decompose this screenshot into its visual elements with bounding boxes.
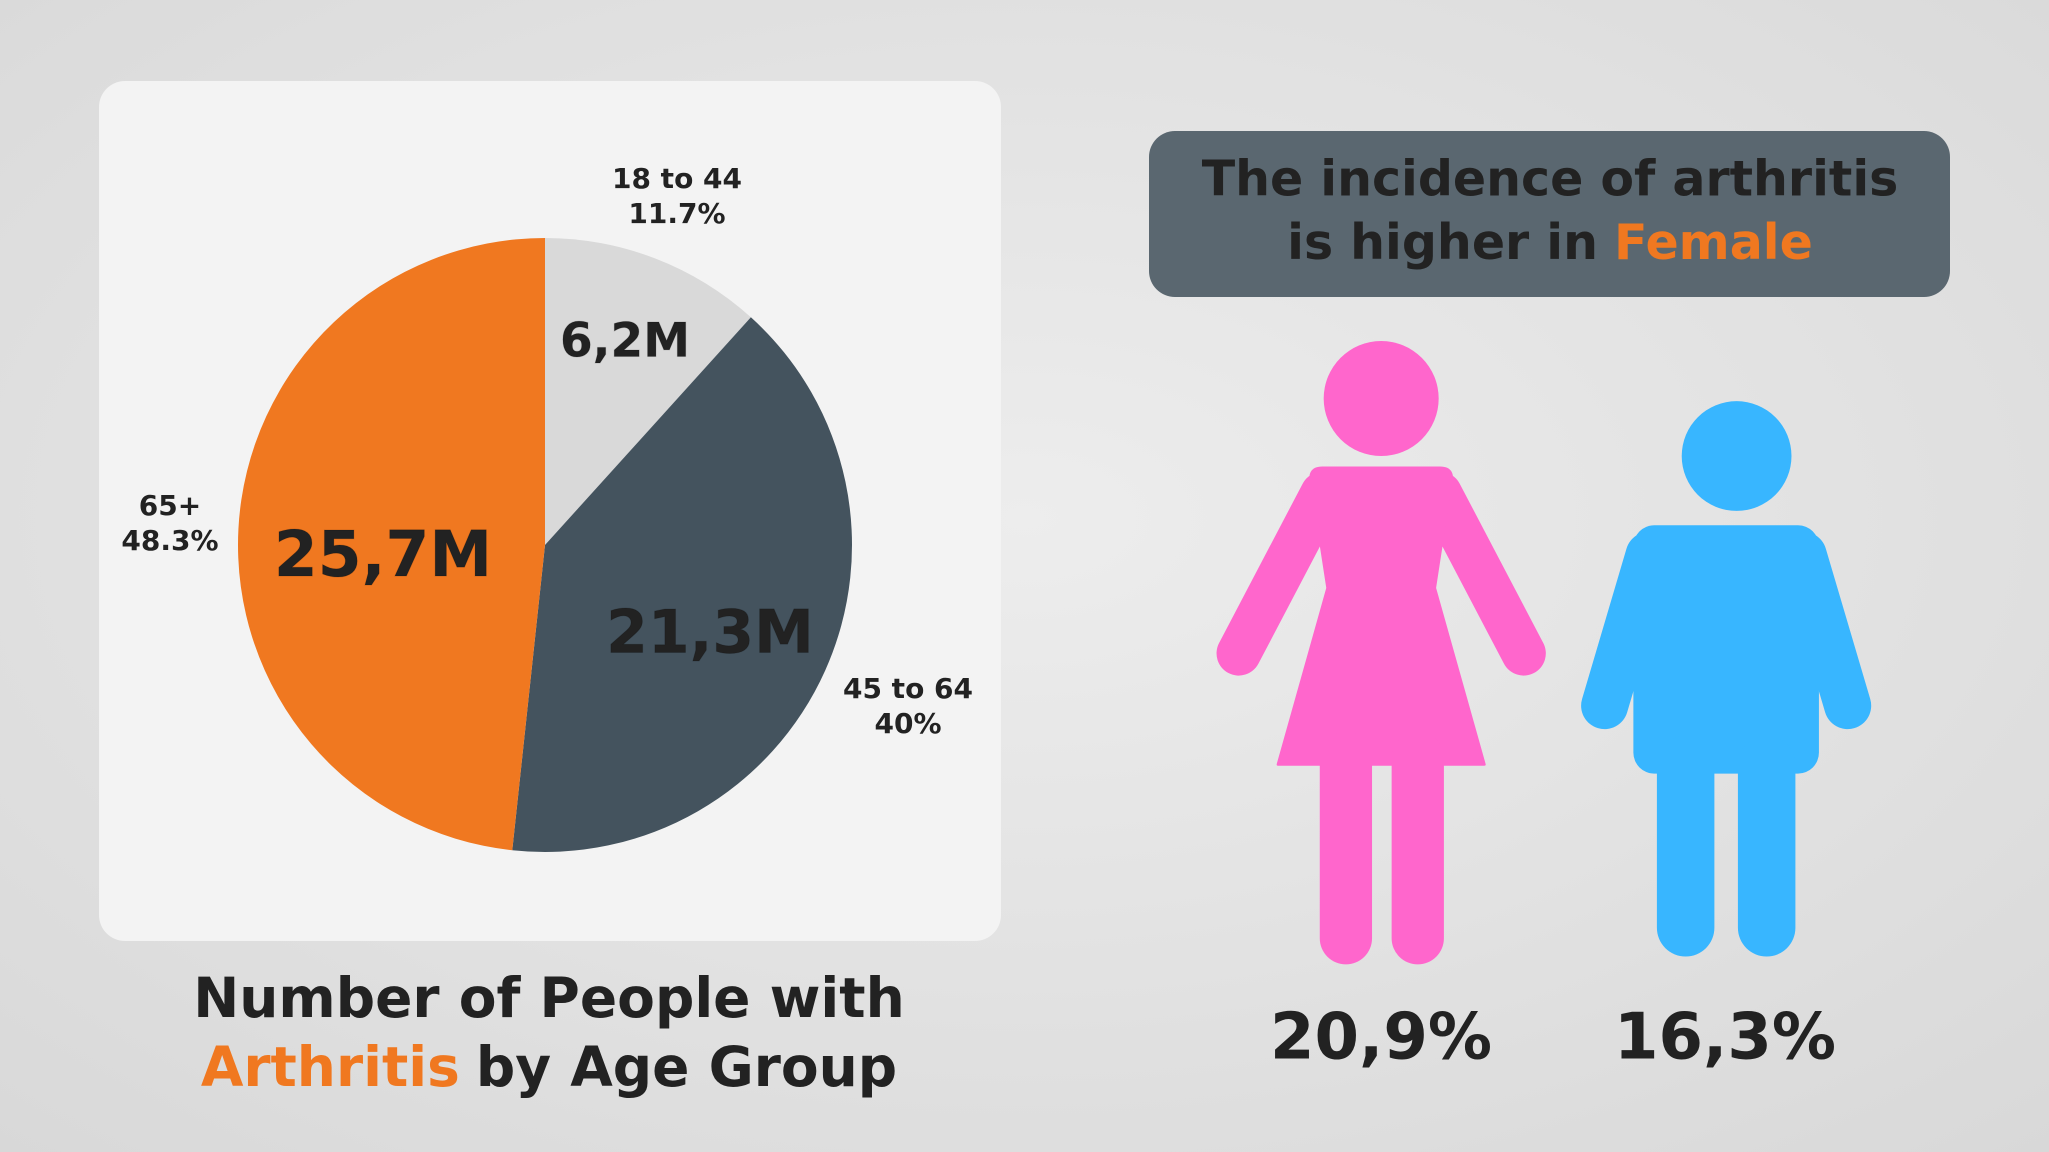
callout-text: is higher in Female — [1287, 214, 1813, 271]
percent-value: 16,3% — [1614, 1001, 1836, 1075]
percent-label: 11.7% — [628, 197, 725, 230]
category-label: 18 to 44 — [612, 162, 742, 195]
head — [1323, 341, 1439, 457]
figures — [1216, 341, 1872, 965]
arm — [1417, 471, 1546, 676]
slice-count-label: 25,7M — [274, 518, 492, 591]
female-figure — [1216, 341, 1546, 965]
slice-count-label: 21,3M — [606, 598, 814, 668]
chart-title-accent: Arthritis — [201, 1035, 460, 1099]
pie-slice — [512, 317, 852, 852]
arm — [1216, 471, 1345, 676]
callout-box — [1149, 131, 1950, 297]
pie-slice — [237, 238, 546, 851]
category-label: 65+ — [139, 489, 201, 522]
callout-accent: Female — [1614, 214, 1813, 271]
male-figure — [1581, 401, 1872, 957]
callout-text: is higher in — [1287, 214, 1598, 271]
slice-count-label: 6,2M — [560, 314, 690, 369]
torso — [1633, 525, 1819, 774]
callout-text: The incidence of arthritis — [1202, 151, 1899, 208]
percent-label: 40% — [874, 707, 941, 740]
chart-title: Number of People with — [193, 966, 904, 1030]
percent-value: 20,9% — [1270, 1001, 1492, 1075]
chart-title: Arthritis by Age Group — [201, 1035, 897, 1099]
dress — [1276, 466, 1486, 766]
head — [1681, 401, 1792, 511]
percent-label: 48.3% — [121, 524, 218, 557]
chart-title: by Age Group — [476, 1035, 897, 1099]
pie-slice — [545, 238, 751, 545]
category-label: 45 to 64 — [843, 672, 973, 705]
